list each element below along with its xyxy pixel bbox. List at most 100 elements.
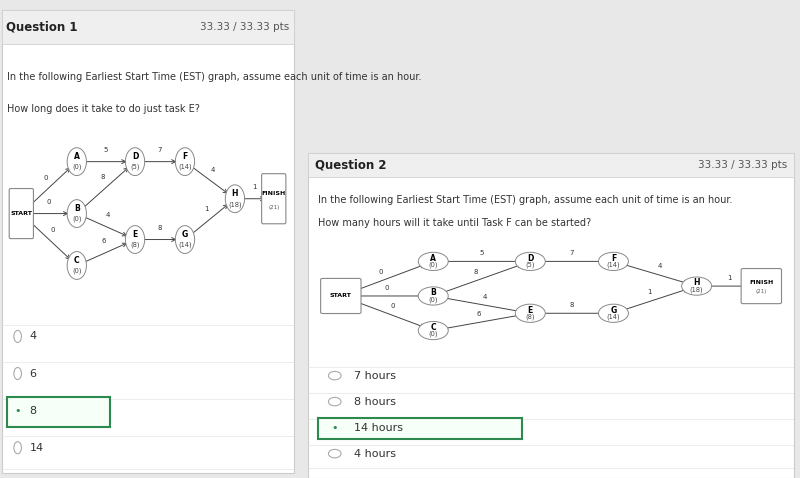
Ellipse shape	[226, 185, 245, 213]
Text: 0: 0	[43, 174, 47, 181]
Text: (14): (14)	[178, 242, 192, 249]
FancyBboxPatch shape	[9, 188, 34, 239]
Text: (8): (8)	[130, 242, 140, 249]
Text: C: C	[74, 256, 80, 265]
Text: H: H	[694, 278, 700, 287]
Text: 8: 8	[474, 269, 478, 274]
Text: FINISH: FINISH	[262, 191, 286, 196]
Ellipse shape	[67, 251, 86, 280]
Text: G: G	[610, 305, 617, 315]
Text: (21): (21)	[756, 290, 767, 294]
Text: (0): (0)	[72, 216, 82, 222]
Text: A: A	[74, 152, 80, 161]
Text: B: B	[74, 204, 80, 213]
Text: H: H	[232, 189, 238, 198]
Text: (0): (0)	[429, 262, 438, 268]
Text: 0: 0	[390, 303, 395, 309]
Circle shape	[14, 442, 22, 454]
Ellipse shape	[126, 148, 145, 175]
Text: F: F	[182, 152, 188, 161]
Text: 0: 0	[385, 285, 390, 291]
Text: B: B	[430, 288, 436, 297]
FancyBboxPatch shape	[262, 174, 286, 224]
Circle shape	[329, 449, 341, 458]
Text: (21): (21)	[268, 205, 279, 209]
Text: (0): (0)	[72, 268, 82, 274]
FancyBboxPatch shape	[2, 10, 294, 44]
Text: START: START	[10, 211, 32, 216]
FancyBboxPatch shape	[321, 278, 361, 314]
Text: E: E	[528, 305, 533, 315]
Text: In the following Earliest Start Time (EST) graph, assume each unit of time is an: In the following Earliest Start Time (ES…	[7, 72, 422, 82]
Text: (5): (5)	[526, 262, 535, 268]
Text: 14 hours: 14 hours	[354, 423, 403, 433]
Text: Question 1: Question 1	[6, 21, 78, 33]
Text: 14: 14	[30, 443, 43, 453]
Text: 4: 4	[211, 167, 215, 173]
Text: 8: 8	[30, 406, 37, 416]
Text: A: A	[430, 254, 436, 263]
Text: 1: 1	[726, 275, 731, 281]
Ellipse shape	[418, 287, 448, 305]
Ellipse shape	[682, 277, 712, 295]
Circle shape	[14, 368, 22, 380]
Text: 0: 0	[379, 269, 383, 274]
FancyBboxPatch shape	[318, 418, 522, 439]
Text: 1: 1	[647, 289, 652, 295]
Ellipse shape	[126, 226, 145, 253]
Text: (18): (18)	[690, 286, 703, 293]
Text: 8 hours: 8 hours	[354, 397, 396, 407]
FancyBboxPatch shape	[2, 10, 294, 473]
Text: 7: 7	[570, 250, 574, 256]
Ellipse shape	[67, 200, 86, 228]
Text: 4: 4	[106, 212, 110, 218]
Text: F: F	[611, 254, 616, 263]
Text: G: G	[182, 230, 188, 239]
Ellipse shape	[67, 148, 86, 175]
Text: E: E	[133, 230, 138, 239]
Text: Question 2: Question 2	[315, 159, 386, 172]
Text: 33.33 / 33.33 pts: 33.33 / 33.33 pts	[200, 22, 290, 32]
Text: 4: 4	[482, 294, 487, 300]
Text: 6: 6	[30, 369, 36, 379]
Text: (5): (5)	[130, 164, 140, 171]
Text: (0): (0)	[72, 164, 82, 171]
Ellipse shape	[418, 252, 448, 271]
Text: 6: 6	[476, 311, 481, 317]
Text: 7 hours: 7 hours	[354, 370, 396, 380]
Text: FINISH: FINISH	[749, 280, 774, 285]
Text: C: C	[430, 323, 436, 332]
Text: 4: 4	[30, 331, 37, 341]
Text: (14): (14)	[178, 164, 192, 171]
FancyBboxPatch shape	[7, 397, 110, 427]
Text: D: D	[132, 152, 138, 161]
Ellipse shape	[175, 148, 194, 175]
Text: 6: 6	[102, 239, 106, 244]
Text: 1: 1	[204, 206, 209, 212]
Ellipse shape	[515, 252, 546, 271]
Ellipse shape	[598, 252, 629, 271]
Text: 8: 8	[570, 302, 574, 308]
FancyBboxPatch shape	[308, 153, 794, 177]
FancyBboxPatch shape	[741, 269, 782, 304]
Text: How long does it take to do just task E?: How long does it take to do just task E?	[7, 104, 200, 114]
Circle shape	[329, 397, 341, 406]
Text: 33.33 / 33.33 pts: 33.33 / 33.33 pts	[698, 160, 787, 170]
Text: 5: 5	[104, 147, 108, 153]
Ellipse shape	[418, 322, 448, 340]
Text: (14): (14)	[606, 314, 620, 320]
Circle shape	[14, 330, 22, 342]
Text: •: •	[331, 423, 338, 433]
Text: (8): (8)	[526, 314, 535, 320]
Circle shape	[329, 371, 341, 380]
Text: (14): (14)	[606, 262, 620, 268]
Text: How many hours will it take until Task F can be started?: How many hours will it take until Task F…	[318, 218, 591, 228]
Text: In the following Earliest Start Time (EST) graph, assume each unit of time is an: In the following Earliest Start Time (ES…	[318, 195, 732, 205]
FancyBboxPatch shape	[308, 153, 794, 478]
Text: (18): (18)	[228, 201, 242, 207]
Text: (0): (0)	[429, 296, 438, 303]
Text: D: D	[527, 254, 534, 263]
Text: 4: 4	[658, 263, 662, 269]
Text: 7: 7	[158, 147, 162, 153]
Ellipse shape	[598, 304, 629, 322]
